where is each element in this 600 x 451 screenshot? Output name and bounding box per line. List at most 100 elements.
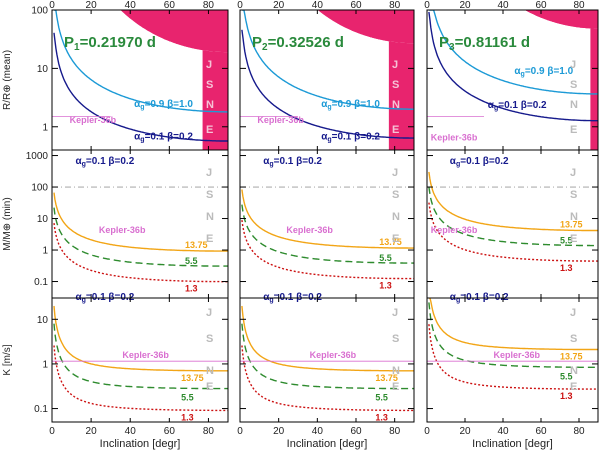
x-top-tick-label: 80 xyxy=(573,0,585,11)
letter-J: J xyxy=(570,59,576,71)
letter-J: J xyxy=(570,167,576,179)
alpha01-label: αg=0.1 β=0.2 xyxy=(321,132,380,144)
x-top-tick-label: 20 xyxy=(86,0,98,11)
alpha09-curve xyxy=(54,10,228,113)
letter-J: J xyxy=(206,59,212,71)
letter-E: E xyxy=(392,233,399,245)
x-tick-label: 80 xyxy=(389,426,401,437)
series-1.3 xyxy=(241,219,414,280)
series-label-1.3: 1.3 xyxy=(560,391,573,401)
panel-content xyxy=(240,10,414,150)
letter-N: N xyxy=(392,365,400,377)
x-top-tick-label: 80 xyxy=(389,0,401,11)
series-5.5 xyxy=(53,207,228,267)
panel-content xyxy=(52,305,228,412)
x-tick-label: 40 xyxy=(312,426,324,437)
y-axis-title: M/M⊕ (min) xyxy=(2,197,13,250)
x-axis-title: Inclination [degr] xyxy=(287,438,368,450)
x-tick-label: 0 xyxy=(237,426,243,437)
series-label-13.75: 13.75 xyxy=(375,373,398,383)
letter-J: J xyxy=(570,307,576,319)
letter-N: N xyxy=(392,211,400,223)
period-title: P1=0.21970 d xyxy=(64,34,156,53)
panel-frame xyxy=(51,297,229,423)
alpha01-label: αg=0.1 β=0.2 xyxy=(134,132,193,144)
y-tick-label: 0.1 xyxy=(34,404,48,415)
y-tick-label: 100 xyxy=(31,6,48,17)
period-title: P3=0.81161 d xyxy=(439,34,530,53)
series-5.5 xyxy=(428,302,598,368)
x-tick-label: 0 xyxy=(424,426,430,437)
panel-content xyxy=(240,305,414,412)
panel-frame xyxy=(239,297,415,423)
series-label-1.3: 1.3 xyxy=(375,412,388,422)
y-tick-label: 1 xyxy=(42,359,48,370)
letter-E: E xyxy=(206,124,213,136)
panel-content xyxy=(427,171,598,262)
letter-S: S xyxy=(570,79,577,91)
series-label-1.3: 1.3 xyxy=(379,280,392,290)
y-tick-label: 10 xyxy=(37,315,49,326)
letter-S: S xyxy=(392,333,399,345)
alpha01-label: αg=0.1 β=0.2 xyxy=(488,100,547,112)
series-13.75 xyxy=(428,171,598,232)
x-top-tick-label: 0 xyxy=(424,0,430,11)
x-tick-label: 60 xyxy=(535,426,547,437)
series-1.3 xyxy=(53,345,228,412)
series-5.5 xyxy=(241,204,414,264)
x-tick-label: 20 xyxy=(273,426,285,437)
letter-J: J xyxy=(206,167,212,179)
letter-S: S xyxy=(206,189,213,201)
x-tick-label: 80 xyxy=(203,426,215,437)
panel-content xyxy=(52,186,228,283)
letter-S: S xyxy=(570,189,577,201)
y-tick-label: 0.1 xyxy=(34,277,48,288)
series-1.3 xyxy=(241,345,414,412)
alpha09-label: αg=0.9 β=1.0 xyxy=(514,66,573,78)
x-top-tick-label: 80 xyxy=(203,0,215,11)
y-tick-label: 100 xyxy=(31,183,48,194)
letter-S: S xyxy=(392,79,399,91)
series-5.5 xyxy=(241,323,414,390)
forbidden-region-top xyxy=(52,10,228,53)
letter-E: E xyxy=(570,124,577,136)
x-top-tick-label: 20 xyxy=(459,0,471,11)
x-tick-label: 40 xyxy=(497,426,509,437)
x-top-tick-label: 60 xyxy=(350,0,362,11)
letter-E: E xyxy=(570,381,577,393)
series-label-13.75: 13.75 xyxy=(185,240,208,250)
y-axis-title: R/R⊕ (mean) xyxy=(2,50,13,110)
letter-E: E xyxy=(392,381,399,393)
series-label-13.75: 13.75 xyxy=(560,219,583,229)
x-top-tick-label: 0 xyxy=(237,0,243,11)
series-label-5.5: 5.5 xyxy=(379,253,392,263)
param-label: αg=0.1 β=0.2 xyxy=(263,156,322,168)
letter-E: E xyxy=(570,233,577,245)
letter-E: E xyxy=(206,233,213,245)
letter-J: J xyxy=(206,307,212,319)
kepler-label: Kepler-36b xyxy=(286,225,333,235)
param-label: αg=0.1 β=0.2 xyxy=(75,156,134,168)
series-5.5 xyxy=(428,186,598,247)
series-label-1.3: 1.3 xyxy=(560,263,573,273)
series-label-1.3: 1.3 xyxy=(181,412,194,422)
alpha01-curve xyxy=(53,32,228,142)
x-top-tick-label: 40 xyxy=(497,0,509,11)
x-top-tick-label: 40 xyxy=(312,0,324,11)
x-tick-label: 0 xyxy=(49,426,55,437)
y-axis-title: K [m/s] xyxy=(2,344,13,375)
panel-content xyxy=(240,186,414,280)
x-top-tick-label: 60 xyxy=(535,0,547,11)
letter-N: N xyxy=(570,211,578,223)
panel-content xyxy=(52,10,228,150)
alpha09-label: αg=0.9 β=1.0 xyxy=(321,99,380,111)
letter-N: N xyxy=(570,99,578,111)
letter-S: S xyxy=(206,333,213,345)
y-tick-label: 10 xyxy=(37,214,49,225)
